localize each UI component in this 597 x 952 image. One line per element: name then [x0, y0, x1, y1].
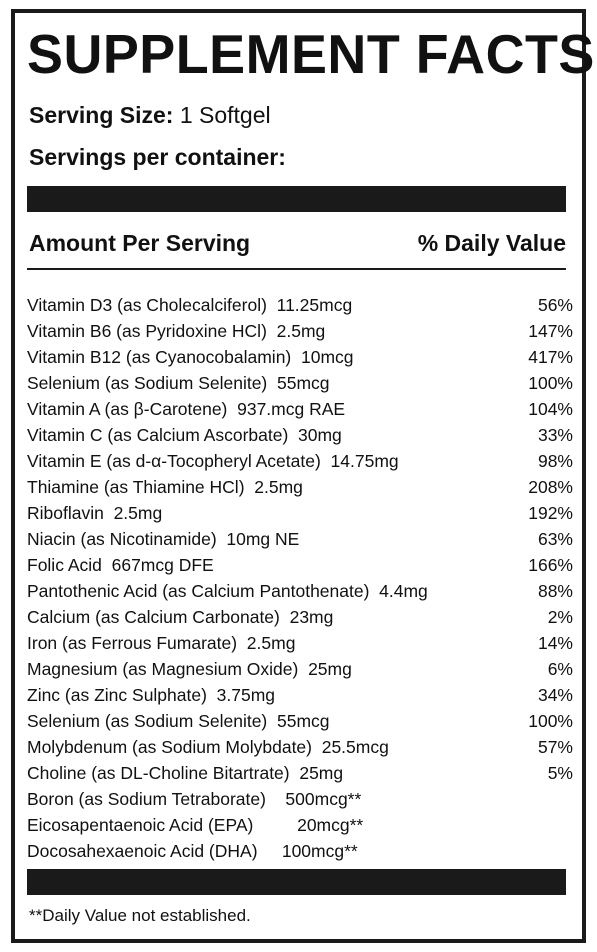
nutrient-row: Vitamin E (as d-α-Tocopheryl Acetate) 14… — [27, 448, 573, 474]
nutrient-name: Iron (as Ferrous Fumarate) 2.5mg — [27, 633, 296, 653]
nutrient-name: Vitamin C (as Calcium Ascorbate) 30mg — [27, 425, 342, 445]
nutrient-name: Vitamin B6 (as Pyridoxine HCl) 2.5mg — [27, 321, 326, 341]
nutrient-name: Calcium (as Calcium Carbonate) 23mg — [27, 607, 334, 627]
nutrient-row: Vitamin B6 (as Pyridoxine HCl) 2.5mg 147% — [27, 318, 573, 344]
header-rule — [27, 268, 566, 270]
nutrient-name: Vitamin B12 (as Cyanocobalamin) 10mcg — [27, 347, 354, 367]
nutrient-row: Vitamin C (as Calcium Ascorbate) 30mg 33% — [27, 422, 573, 448]
nutrient-daily-value: 100% — [528, 373, 573, 393]
nutrient-list: Vitamin D3 (as Cholecalciferol) 11.25mcg… — [27, 292, 573, 864]
nutrient-daily-value: 6% — [547, 659, 573, 679]
nutrient-name: Niacin (as Nicotinamide) 10mg NE — [27, 529, 300, 549]
thick-divider-bottom — [27, 869, 566, 895]
nutrient-daily-value: 208% — [528, 477, 573, 497]
servings-per-container: Servings per container: — [29, 141, 286, 173]
footnote: **Daily Value not established. — [29, 906, 251, 925]
nutrient-daily-value: 88% — [537, 581, 573, 601]
nutrient-row: Selenium (as Sodium Selenite) 55mcg 100% — [27, 708, 573, 734]
nutrient-name: Docosahexaenoic Acid (DHA) 100mcg** — [27, 841, 358, 861]
nutrient-row: Magnesium (as Magnesium Oxide) 25mg 6% — [27, 656, 573, 682]
nutrient-name: Eicosapentaenoic Acid (EPA) 20mcg** — [27, 815, 364, 835]
nutrient-row: Niacin (as Nicotinamide) 10mg NE 63% — [27, 526, 573, 552]
nutrient-daily-value: 104% — [528, 399, 573, 419]
nutrient-name: Vitamin A (as β-Carotene) 937.mcg RAE — [27, 399, 346, 419]
nutrient-name: Zinc (as Zinc Sulphate) 3.75mg — [27, 685, 276, 705]
nutrient-row: Calcium (as Calcium Carbonate) 23mg 2% — [27, 604, 573, 630]
nutrient-row: Folic Acid 667mcg DFE 166% — [27, 552, 573, 578]
nutrient-daily-value: 57% — [537, 737, 573, 757]
nutrient-daily-value: 147% — [528, 321, 573, 341]
nutrient-daily-value: 192% — [528, 503, 573, 523]
serving-size-value: 1 Softgel — [173, 102, 271, 128]
daily-value-header: % Daily Value — [417, 230, 566, 256]
serving-size-label: Serving Size: — [29, 102, 174, 128]
nutrient-name: Boron (as Sodium Tetraborate) 500mcg** — [27, 789, 362, 809]
nutrient-name: Riboflavin 2.5mg — [27, 503, 163, 523]
nutrient-daily-value: 5% — [547, 763, 573, 783]
serving-size: Serving Size: 1 Softgel — [29, 99, 271, 131]
nutrient-name: Molybdenum (as Sodium Molybdate) 25.5mcg — [27, 737, 389, 757]
nutrient-daily-value: 63% — [537, 529, 573, 549]
nutrient-name: Pantothenic Acid (as Calcium Pantothenat… — [27, 581, 428, 601]
supplement-facts-panel: SUPPLEMENT FACTS Serving Size: 1 Softgel… — [11, 9, 595, 943]
nutrient-daily-value: 166% — [528, 555, 573, 575]
thick-divider-top — [27, 186, 566, 212]
nutrient-row: Zinc (as Zinc Sulphate) 3.75mg 34% — [27, 682, 573, 708]
nutrient-name: Magnesium (as Magnesium Oxide) 25mg — [27, 659, 352, 679]
nutrient-name: Vitamin E (as d-α-Tocopheryl Acetate) 14… — [27, 451, 399, 471]
nutrient-name: Thiamine (as Thiamine HCl) 2.5mg — [27, 477, 303, 497]
nutrient-daily-value: 98% — [537, 451, 573, 471]
nutrient-daily-value: 100% — [528, 711, 573, 731]
nutrient-name: Choline (as DL-Choline Bitartrate) 25mg — [27, 763, 344, 783]
nutrient-name: Vitamin D3 (as Cholecalciferol) 11.25mcg — [27, 295, 353, 315]
nutrient-daily-value: 33% — [537, 425, 573, 445]
nutrient-row: Iron (as Ferrous Fumarate) 2.5mg 14% — [27, 630, 573, 656]
nutrient-row: Vitamin B12 (as Cyanocobalamin) 10mcg 417… — [27, 344, 573, 370]
nutrient-row: Pantothenic Acid (as Calcium Pantothenat… — [27, 578, 573, 604]
nutrient-name: Selenium (as Sodium Selenite) 55mcg — [27, 373, 330, 393]
nutrient-daily-value: 34% — [537, 685, 573, 705]
nutrient-daily-value: 2% — [547, 607, 573, 627]
nutrient-row: Choline (as DL-Choline Bitartrate) 25mg 5… — [27, 760, 573, 786]
nutrient-row: Vitamin D3 (as Cholecalciferol) 11.25mcg… — [27, 292, 573, 318]
nutrient-row: Thiamine (as Thiamine HCl) 2.5mg 208% — [27, 474, 573, 500]
nutrient-row: Selenium (as Sodium Selenite) 55mcg 100% — [27, 370, 573, 396]
amount-per-serving-header: Amount Per Serving — [29, 230, 251, 256]
nutrient-row: Molybdenum (as Sodium Molybdate) 25.5mcg… — [27, 734, 573, 760]
nutrient-row: Vitamin A (as β-Carotene) 937.mcg RAE 104… — [27, 396, 573, 422]
nutrient-daily-value: 56% — [537, 295, 573, 315]
nutrient-name: Selenium (as Sodium Selenite) 55mcg — [27, 711, 330, 731]
nutrient-name: Folic Acid 667mcg DFE — [27, 555, 214, 575]
nutrient-row: Riboflavin 2.5mg 192% — [27, 500, 573, 526]
panel-title: SUPPLEMENT FACTS — [27, 23, 595, 85]
nutrient-row: Docosahexaenoic Acid (DHA) 100mcg** — [27, 838, 573, 864]
nutrient-row: Boron (as Sodium Tetraborate) 500mcg** — [27, 786, 573, 812]
nutrient-daily-value: 14% — [537, 633, 573, 653]
servings-per-container-label: Servings per container: — [29, 144, 286, 170]
nutrient-daily-value: 417% — [528, 347, 573, 367]
nutrient-row: Eicosapentaenoic Acid (EPA) 20mcg** — [27, 812, 573, 838]
